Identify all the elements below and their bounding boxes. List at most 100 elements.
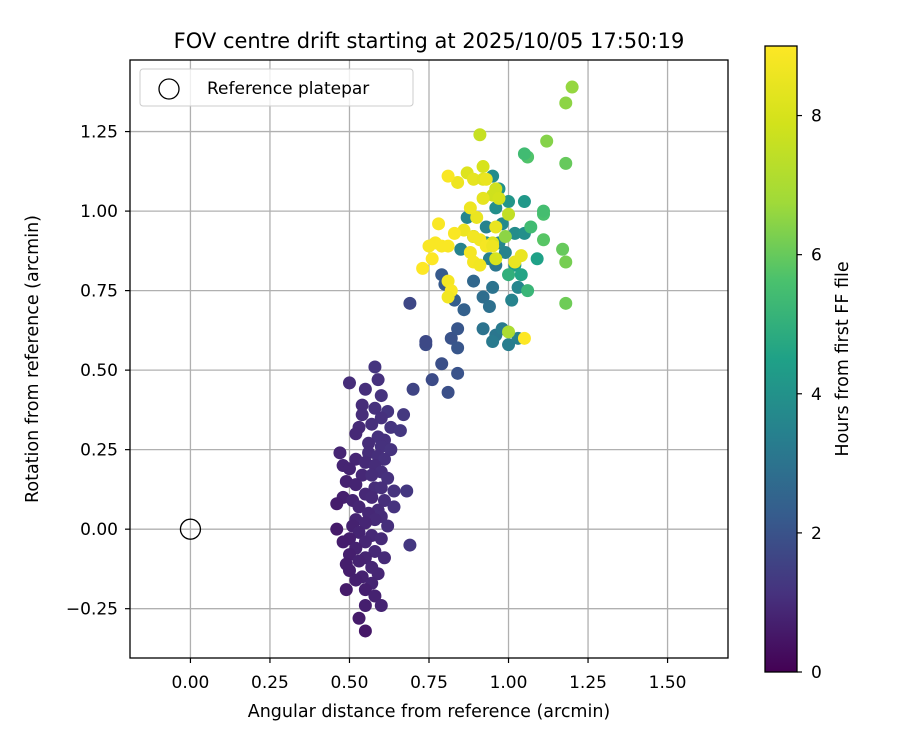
data-point-108 bbox=[486, 335, 500, 349]
data-point-11 bbox=[365, 417, 379, 431]
data-point-82 bbox=[352, 611, 366, 625]
data-point-110 bbox=[505, 293, 519, 307]
data-point-115 bbox=[479, 220, 493, 234]
data-point-140 bbox=[565, 80, 579, 94]
data-point-107 bbox=[502, 338, 516, 352]
data-point-145 bbox=[559, 296, 573, 310]
data-point-5 bbox=[355, 398, 369, 412]
data-point-90 bbox=[403, 296, 417, 310]
data-point-102 bbox=[486, 280, 500, 294]
data-point-69 bbox=[352, 554, 366, 568]
data-point-31 bbox=[355, 468, 369, 482]
data-point-63 bbox=[403, 538, 417, 552]
data-point-176 bbox=[435, 239, 449, 253]
data-point-152 bbox=[502, 207, 516, 221]
data-point-187 bbox=[508, 255, 522, 269]
colorbar-gradient bbox=[764, 45, 798, 673]
reference-platepar-marker bbox=[179, 518, 202, 540]
data-point-182 bbox=[441, 290, 455, 304]
data-point-130 bbox=[514, 268, 528, 282]
data-point-73 bbox=[371, 567, 385, 581]
colorbar-tick-label: 6 bbox=[811, 246, 822, 266]
data-point-183 bbox=[451, 175, 465, 189]
x-axis-label: Angular distance from reference (arcmin) bbox=[248, 702, 611, 722]
colorbar-tick-label: 8 bbox=[811, 107, 822, 127]
data-point-25 bbox=[377, 452, 391, 466]
data-point-0 bbox=[368, 360, 382, 374]
data-point-97 bbox=[457, 303, 471, 317]
colorbar-tick-label: 2 bbox=[811, 524, 822, 544]
data-point-119 bbox=[517, 195, 531, 209]
data-point-89 bbox=[451, 366, 465, 380]
data-point-171 bbox=[473, 258, 487, 272]
data-point-99 bbox=[467, 274, 481, 288]
data-point-142 bbox=[537, 233, 551, 247]
data-point-132 bbox=[502, 268, 516, 282]
data-point-167 bbox=[486, 239, 500, 253]
data-point-9 bbox=[355, 408, 369, 422]
data-point-79 bbox=[368, 589, 382, 603]
data-point-184 bbox=[441, 169, 455, 183]
data-point-32 bbox=[365, 468, 379, 482]
data-point-148 bbox=[473, 128, 487, 142]
legend-box bbox=[139, 68, 414, 107]
x-tick-label: 0.25 bbox=[251, 673, 289, 693]
data-point-172 bbox=[447, 226, 461, 240]
data-point-91 bbox=[419, 335, 433, 349]
data-point-94 bbox=[451, 341, 465, 355]
data-point-177 bbox=[422, 239, 436, 253]
data-point-22 bbox=[333, 446, 347, 460]
data-point-53 bbox=[358, 516, 372, 530]
data-point-18 bbox=[362, 436, 376, 450]
data-point-131 bbox=[521, 284, 535, 298]
data-point-135 bbox=[537, 204, 551, 218]
data-point-55 bbox=[381, 519, 395, 533]
data-point-78 bbox=[358, 583, 372, 597]
data-point-29 bbox=[342, 462, 356, 476]
data-point-113 bbox=[498, 245, 512, 259]
data-point-75 bbox=[349, 573, 363, 587]
colorbar-tick-label: 4 bbox=[811, 385, 822, 405]
legend-marker-icon bbox=[158, 78, 180, 100]
y-tick-label: 0.50 bbox=[80, 361, 118, 381]
data-point-8 bbox=[397, 408, 411, 422]
data-point-146 bbox=[498, 230, 512, 244]
data-point-153 bbox=[476, 160, 490, 174]
data-point-61 bbox=[358, 535, 372, 549]
data-point-65 bbox=[368, 544, 382, 558]
data-point-128 bbox=[530, 252, 544, 266]
data-point-80 bbox=[374, 599, 388, 613]
data-point-6 bbox=[368, 401, 382, 415]
data-point-147 bbox=[502, 325, 516, 339]
data-point-93 bbox=[451, 322, 465, 336]
data-point-45 bbox=[330, 497, 344, 511]
data-point-185 bbox=[517, 331, 531, 345]
data-point-57 bbox=[352, 525, 366, 539]
data-point-2 bbox=[371, 373, 385, 387]
data-point-4 bbox=[374, 389, 388, 403]
data-point-56 bbox=[330, 522, 344, 536]
y-axis-label: Rotation from reference (arcmin) bbox=[23, 215, 43, 503]
data-point-10 bbox=[374, 411, 388, 425]
x-tick-label: 0.50 bbox=[331, 673, 369, 693]
grid bbox=[130, 60, 728, 658]
data-point-42 bbox=[365, 490, 379, 504]
data-point-83 bbox=[358, 624, 372, 638]
data-point-157 bbox=[467, 172, 481, 186]
data-point-151 bbox=[492, 191, 506, 205]
legend-entry-reference: Reference platepar bbox=[207, 79, 369, 99]
data-point-86 bbox=[425, 373, 439, 387]
chart-title: FOV centre drift starting at 2025/10/05 … bbox=[174, 29, 685, 53]
data-point-72 bbox=[342, 564, 356, 578]
x-tick-label: 1.00 bbox=[490, 673, 528, 693]
data-point-138 bbox=[559, 156, 573, 170]
y-tick-label: 0.75 bbox=[80, 282, 118, 302]
y-tick-label: 0.00 bbox=[80, 520, 118, 540]
y-tick-label: −0.25 bbox=[66, 600, 118, 620]
data-point-92 bbox=[444, 331, 458, 345]
data-points bbox=[330, 80, 579, 638]
y-tick-label: 0.25 bbox=[80, 441, 118, 461]
data-point-81 bbox=[358, 599, 372, 613]
data-point-37 bbox=[374, 481, 388, 495]
data-point-143 bbox=[556, 242, 570, 256]
